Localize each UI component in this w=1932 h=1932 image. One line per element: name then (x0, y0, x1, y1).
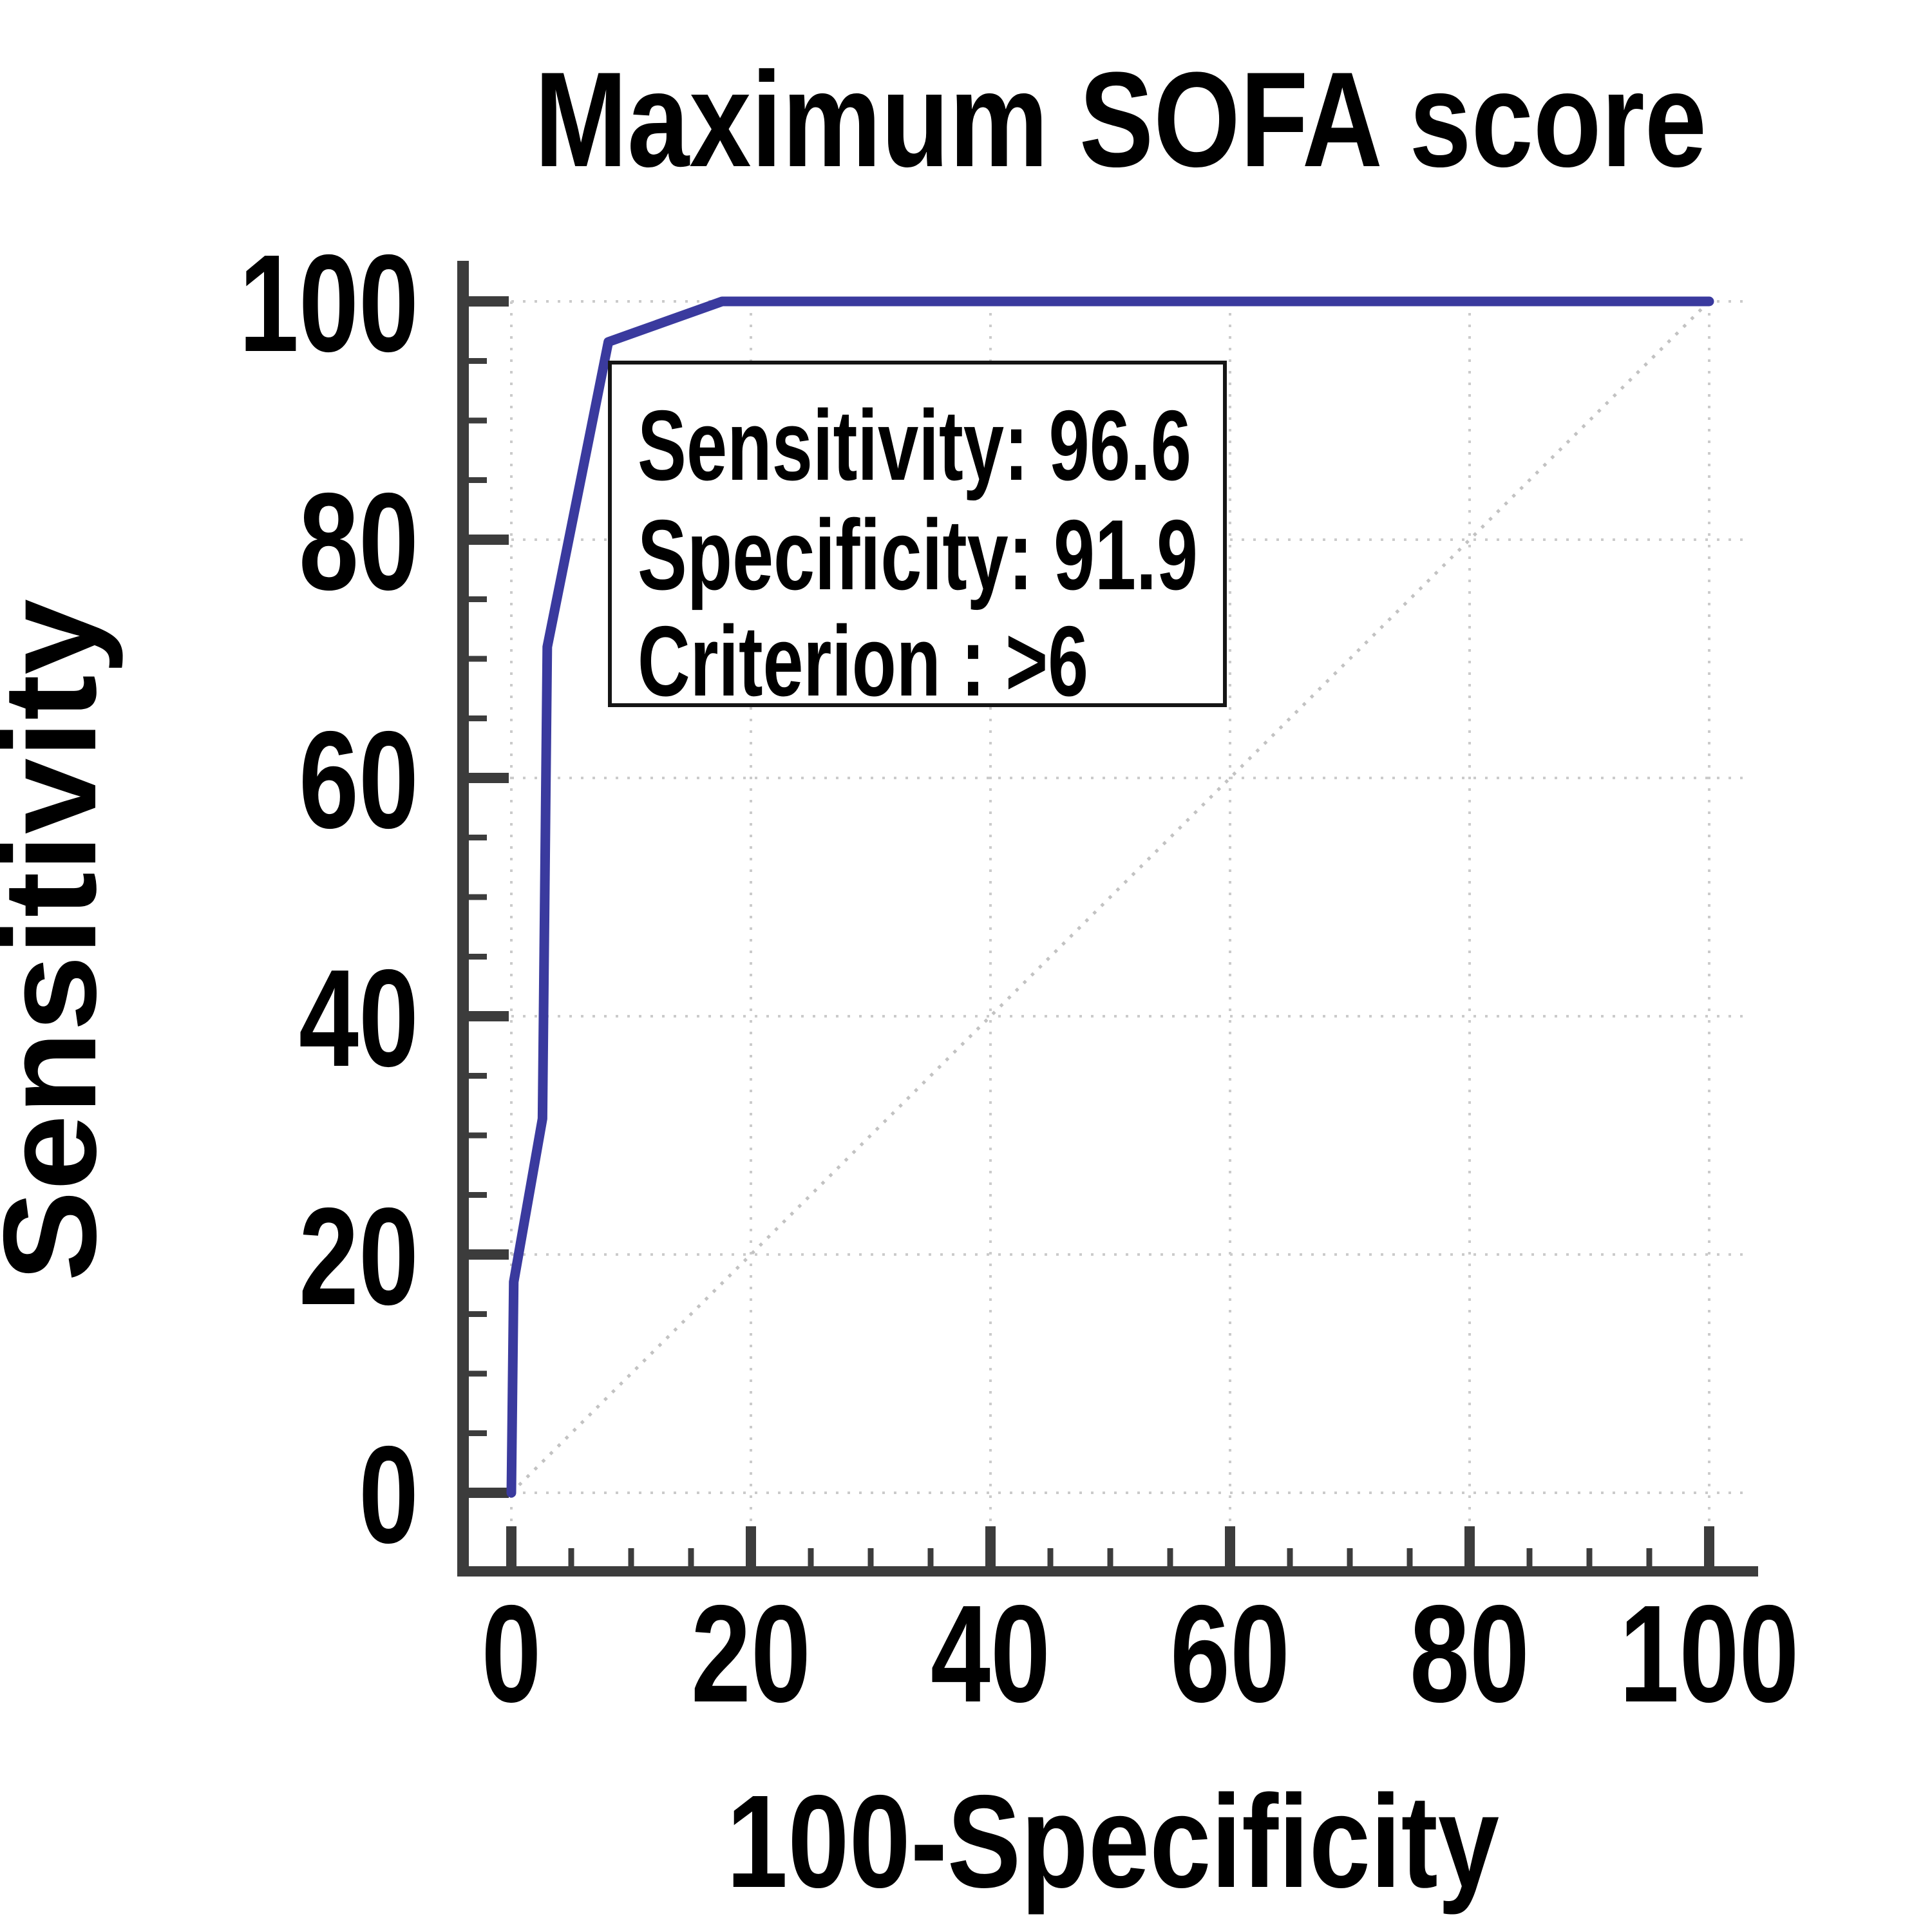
chart-title: Maximum SOFA score (535, 44, 1707, 195)
y-tick-label: 40 (299, 940, 419, 1095)
annotation-criterion-value: Criterion : >6 (638, 605, 1088, 717)
annotation-box-frame (608, 361, 1227, 707)
roc-curve (506, 296, 1714, 1498)
x-tick-label: 80 (1410, 1576, 1530, 1731)
tick-labels: 0 20 40 60 80 100 0 20 40 60 80 100 (239, 225, 1799, 1731)
x-tick-label: 20 (691, 1576, 811, 1731)
x-tick-label: 60 (1170, 1576, 1290, 1731)
annotation-specificity-value: Specificity: 91.9 (638, 499, 1198, 611)
annotation-sensitivity-value: Sensitivity: 96.6 (638, 390, 1191, 501)
y-tick-label: 100 (239, 225, 419, 381)
x-tick-label: 0 (482, 1576, 542, 1731)
y-tick-label: 80 (299, 464, 419, 619)
y-tick-label: 60 (299, 702, 419, 857)
x-axis-title: 100-Specificity (726, 1768, 1499, 1915)
reference-diagonal-line (510, 300, 1710, 1494)
axes (457, 261, 1758, 1577)
y-tick-label: 0 (359, 1417, 419, 1572)
y-tick-label: 20 (299, 1179, 419, 1334)
axis-ticks (469, 296, 1714, 1566)
x-tick-label: 100 (1620, 1576, 1799, 1731)
y-axis-title: Sensitivity (0, 599, 124, 1282)
x-tick-label: 40 (931, 1576, 1050, 1731)
annotation-box: Sensitivity: 96.6 Specificity: 91.9 Crit… (608, 361, 1227, 717)
